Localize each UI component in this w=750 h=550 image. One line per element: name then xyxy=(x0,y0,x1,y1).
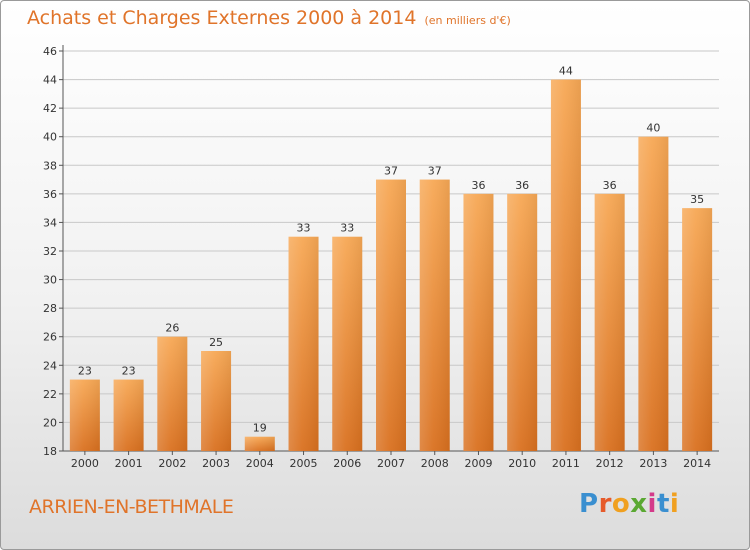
bar-shine xyxy=(463,193,494,451)
x-tick-label: 2014 xyxy=(683,457,711,470)
bar-shine xyxy=(507,193,538,451)
bar-shine xyxy=(638,136,669,451)
data-label: 33 xyxy=(340,222,354,235)
data-label: 44 xyxy=(559,65,573,78)
y-tick-label: 40 xyxy=(43,131,57,144)
bar-shine xyxy=(332,236,363,451)
y-tick-label: 18 xyxy=(43,445,57,458)
bars xyxy=(69,79,713,452)
bar-shine xyxy=(244,436,275,451)
x-tick-label: 2010 xyxy=(508,457,536,470)
data-label: 35 xyxy=(690,193,704,206)
bar-shine xyxy=(113,379,144,451)
data-label: 36 xyxy=(603,179,617,192)
y-tick-label: 42 xyxy=(43,102,57,115)
x-tick-label: 2008 xyxy=(421,457,449,470)
bar-shine xyxy=(376,179,406,452)
y-tick-label: 22 xyxy=(43,388,57,401)
y-tick-label: 30 xyxy=(43,274,57,287)
data-label: 36 xyxy=(515,179,529,192)
logo-letter: o xyxy=(611,489,631,519)
logo-letter: i xyxy=(647,489,657,519)
x-tick-label: 2001 xyxy=(115,457,143,470)
y-tick-label: 36 xyxy=(43,188,57,201)
logo-letter: i xyxy=(669,489,680,519)
bar-shine xyxy=(157,336,188,451)
data-label: 19 xyxy=(253,422,267,435)
chart-title: Achats et Charges Externes 2000 à 2014 (e… xyxy=(27,7,511,29)
y-tick-label: 32 xyxy=(43,245,57,258)
x-tick-label: 2003 xyxy=(202,457,230,470)
data-label: 23 xyxy=(122,365,136,378)
logo-letter: r xyxy=(598,489,612,519)
bar-shine xyxy=(594,193,625,451)
bar-shine xyxy=(419,179,450,452)
chart-title-text: Achats et Charges Externes 2000 à 2014 xyxy=(27,7,417,29)
y-tick-label: 26 xyxy=(43,331,57,344)
y-tick-label: 46 xyxy=(43,45,57,58)
x-tick-label: 2009 xyxy=(464,457,492,470)
x-tick-label: 2005 xyxy=(290,457,318,470)
x-tick-label: 2011 xyxy=(552,457,580,470)
bar-shine xyxy=(288,236,319,451)
x-tick-label: 2002 xyxy=(158,457,186,470)
bar-shine xyxy=(682,208,713,451)
x-tick-label: 2012 xyxy=(596,457,624,470)
bar-shine xyxy=(550,79,581,452)
x-tick-label: 2000 xyxy=(71,457,99,470)
logo-letter: P xyxy=(579,489,599,519)
logo-letter: x xyxy=(630,489,648,519)
proxiti-logo[interactable]: Proxiti xyxy=(579,489,679,519)
y-tick-label: 34 xyxy=(43,216,57,229)
y-tick-label: 38 xyxy=(43,159,57,172)
data-label: 37 xyxy=(384,165,398,178)
x-tick-label: 2013 xyxy=(639,457,667,470)
data-label: 26 xyxy=(165,322,179,335)
x-tick-label: 2004 xyxy=(246,457,274,470)
bar-shine xyxy=(201,351,232,451)
y-tick-label: 20 xyxy=(43,416,57,429)
data-label: 25 xyxy=(209,336,223,349)
x-tick-label: 2006 xyxy=(333,457,361,470)
y-tick-label: 28 xyxy=(43,302,57,315)
x-tick-label: 2007 xyxy=(377,457,405,470)
data-label: 40 xyxy=(646,122,660,135)
data-label: 23 xyxy=(78,365,92,378)
bar-shine xyxy=(69,379,100,451)
data-labels: 23 23 26 25 19 33 33 37 37 36 36 44 36 40 35 xyxy=(78,65,704,435)
y-tick-label: 44 xyxy=(43,74,57,87)
data-label: 36 xyxy=(471,179,485,192)
data-label: 33 xyxy=(297,222,311,235)
y-tick-label: 24 xyxy=(43,359,57,372)
commune-name: ARRIEN-EN-BETHMALE xyxy=(29,496,234,518)
logo-letter: t xyxy=(656,489,670,519)
data-label: 37 xyxy=(428,165,442,178)
chart-subtitle: (en milliers d'€) xyxy=(424,14,511,27)
